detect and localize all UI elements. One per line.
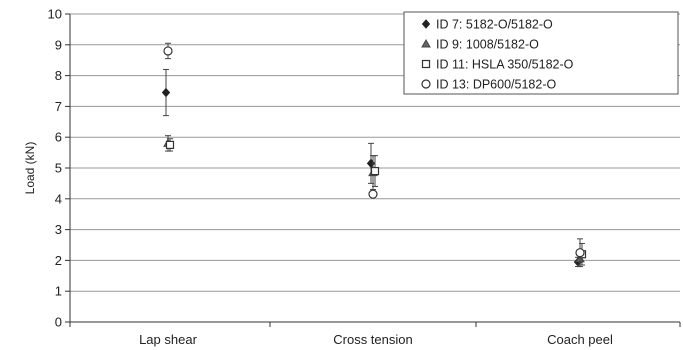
data-point <box>161 87 171 98</box>
legend-item: ID 11: HSLA 350/5182-O <box>421 58 574 72</box>
series-4 <box>163 42 585 268</box>
y-tick-label: 8 <box>55 68 62 83</box>
data-point <box>575 248 585 258</box>
legend-box <box>403 11 679 95</box>
y-tick-label: 5 <box>55 161 62 176</box>
y-tick-label: 9 <box>55 37 62 52</box>
y-tick-labels: 0 1 2 3 4 5 6 7 8 9 10 <box>48 7 62 330</box>
y-tick-label: 10 <box>48 7 62 22</box>
y-tick-label: 1 <box>55 284 62 299</box>
x-category-labels: Lap shear Cross tension Coach peel <box>139 332 613 347</box>
data-point <box>165 140 175 149</box>
y-tick-label: 6 <box>55 130 62 145</box>
data-point <box>163 46 173 56</box>
data-series <box>161 42 587 268</box>
legend-label: ID 7: 5182-O/5182-O <box>436 18 553 32</box>
x-category-label: Coach peel <box>547 332 613 347</box>
legend-label: ID 11: HSLA 350/5182-O <box>436 58 574 72</box>
data-point <box>368 189 378 199</box>
legend-marker <box>421 79 431 89</box>
legend-item: ID 7: 5182-O/5182-O <box>421 18 553 32</box>
data-point <box>370 166 380 176</box>
legend: ID 7: 5182-O/5182-O ID 9: 1008/5182-O ID 1… <box>403 11 679 95</box>
x-category-label: Lap shear <box>139 332 197 347</box>
series-3 <box>165 138 587 266</box>
axes <box>69 14 680 323</box>
y-tick-label: 7 <box>55 99 62 114</box>
legend-marker <box>421 19 431 29</box>
legend-item: ID 9: 1008/5182-O <box>421 38 539 52</box>
legend-label: ID 9: 1008/5182-O <box>436 38 539 52</box>
y-tick-label: 0 <box>55 315 62 330</box>
y-tick-label: 4 <box>55 191 62 206</box>
legend-item: ID 13: DP600/5182-O <box>421 78 556 92</box>
y-tick-label: 3 <box>55 222 62 237</box>
y-axis-title: Load (kN) <box>23 142 37 195</box>
y-tick-label: 2 <box>55 253 62 268</box>
series-2 <box>163 135 585 266</box>
legend-label: ID 13: DP600/5182-O <box>436 78 556 92</box>
x-category-label: Cross tension <box>333 332 412 347</box>
legend-marker <box>421 59 431 69</box>
legend-marker <box>421 38 431 48</box>
gridlines <box>65 13 681 327</box>
